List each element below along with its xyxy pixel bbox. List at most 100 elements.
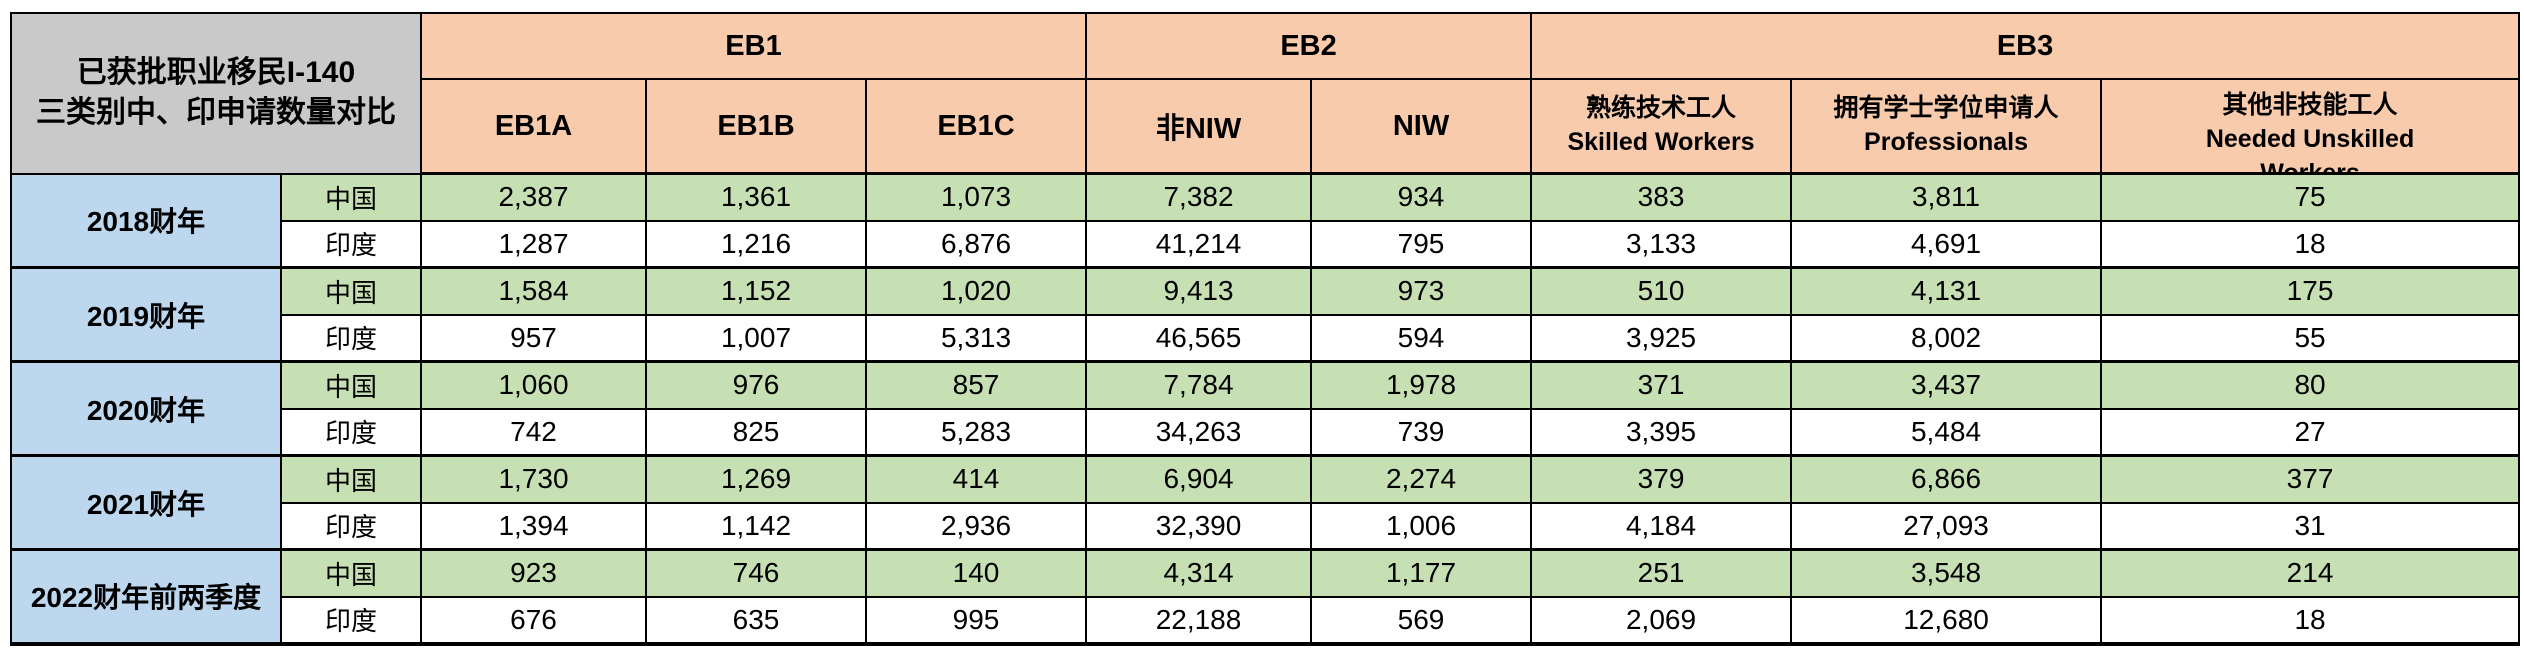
data-cell: 7,784 [1085,360,1313,410]
data-cell: 140 [864,548,1088,598]
data-cell: 3,548 [1790,548,2103,598]
data-cell: 379 [1530,454,1793,504]
data-cell: 3,811 [1790,172,2103,222]
country-cell-india: 印度 [280,313,422,363]
table-row-india: 印度 1,394 1,142 2,936 32,390 1,006 4,184 27,093 3… [11,501,2521,551]
column-header-skilled-workers: 熟练技术工人 Skilled Workers [1530,78,1793,175]
data-cell: 414 [864,454,1088,504]
data-cell: 510 [1530,266,1793,316]
country-cell-china: 中国 [280,454,422,504]
data-cell: 594 [1310,313,1533,363]
data-cell: 1,269 [645,454,867,504]
header-group-row: 已获批职业移民I-140 三类别中、印申请数量对比 EB1 EB2 EB3 [10,12,2521,175]
column-header-eb1b: EB1B [645,78,867,175]
year-cell: 2021财年 [10,454,282,551]
table-row-china: 2022财年前两季度 中国 923 746 140 4,314 1,177 251 3,548 2… [10,548,2521,645]
table-title-line1: 已获批职业移民I-140 [76,56,356,90]
column-header-eb1c: EB1C [864,78,1088,175]
data-cell: 973 [1310,266,1533,316]
data-cell: 18 [2100,219,2521,269]
data-cell: 1,152 [645,266,867,316]
column-group-eb2: EB2 [1085,12,1533,80]
data-cell: 3,395 [1530,407,1793,457]
country-cell-china: 中国 [280,360,422,410]
unskilled-label-en-clipped: Workers [2103,156,2517,171]
data-cell: 3,437 [1790,360,2103,410]
data-cell: 1,006 [1310,501,1533,551]
data-cell: 746 [645,548,867,598]
data-cell: 383 [1530,172,1793,222]
data-cell: 75 [2100,172,2521,222]
data-cell: 18 [2100,595,2521,645]
data-cell: 2,069 [1530,595,1793,645]
year-cell: 2018财年 [10,172,282,269]
year-cell: 2019财年 [10,266,282,363]
data-cell: 251 [1530,548,1793,598]
country-cell-india: 印度 [280,501,422,551]
data-cell: 55 [2100,313,2521,363]
data-cell: 6,866 [1790,454,2103,504]
data-cell: 1,361 [645,172,867,222]
data-cell: 34,263 [1085,407,1313,457]
data-cell: 742 [420,407,647,457]
data-cell: 175 [2100,266,2521,316]
data-cell: 214 [2100,548,2521,598]
data-cell: 1,394 [420,501,647,551]
data-cell: 857 [864,360,1088,410]
data-cell: 377 [2100,454,2521,504]
data-cell: 3,133 [1530,219,1793,269]
column-header-non-niw: 非NIW [1085,78,1313,175]
table-title-line2: 三类别中、印申请数量对比 [36,96,396,130]
data-cell: 635 [645,595,867,645]
column-group-eb1: EB1 [419,12,1088,80]
data-cell: 995 [864,595,1088,645]
data-cell: 1,584 [420,266,647,316]
data-cell: 795 [1310,219,1533,269]
skilled-workers-label-en: Skilled Workers [1567,128,1755,156]
data-cell: 6,876 [864,219,1088,269]
country-cell-india: 印度 [280,595,422,645]
country-cell-india: 印度 [280,407,422,457]
professionals-label-en: Professionals [1864,128,2028,156]
skilled-workers-label-zh: 熟练技术工人 [1586,94,1737,122]
data-cell: 80 [2100,360,2521,410]
data-cell: 957 [420,313,647,363]
data-cell: 825 [645,407,867,457]
data-cell: 4,691 [1790,219,2103,269]
country-cell-china: 中国 [280,266,422,316]
data-cell: 46,565 [1085,313,1313,363]
data-cell: 5,313 [864,313,1088,363]
data-cell: 9,413 [1085,266,1313,316]
year-cell: 2022财年前两季度 [10,548,282,645]
data-cell: 5,484 [1790,407,2103,457]
data-cell: 1,073 [864,172,1088,222]
unskilled-label-zh: 其他非技能工人 [2222,91,2398,119]
data-cell: 1,060 [420,360,647,410]
data-cell: 27,093 [1790,501,2103,551]
data-cell: 1,287 [420,219,647,269]
data-cell: 5,283 [864,407,1088,457]
data-cell: 1,142 [645,501,867,551]
data-cell: 8,002 [1790,313,2103,363]
column-header-unskilled-workers: 其他非技能工人 Needed Unskilled Workers [2100,78,2521,175]
data-cell: 22,188 [1085,595,1313,645]
table-row-india: 印度 1,287 1,216 6,876 41,214 795 3,133 4,691 18 [11,219,2521,269]
country-cell-china: 中国 [280,548,422,598]
country-cell-china: 中国 [280,172,422,222]
data-cell: 3,925 [1530,313,1793,363]
table-row-china: 2018财年 中国 2,387 1,361 1,073 7,382 934 383 3,811 7… [10,172,2521,269]
data-cell: 1,978 [1310,360,1533,410]
data-cell: 1,007 [645,313,867,363]
i140-comparison-table: 已获批职业移民I-140 三类别中、印申请数量对比 EB1 EB2 EB3 EB… [10,12,2521,646]
data-cell: 27 [2100,407,2521,457]
data-cell: 1,730 [420,454,647,504]
table-row-china: 2020财年 中国 1,060 976 857 7,784 1,978 371 3,437 80 [10,360,2521,457]
data-cell: 1,020 [864,266,1088,316]
country-cell-india: 印度 [280,219,422,269]
year-cell: 2020财年 [10,360,282,457]
data-cell: 1,177 [1310,548,1533,598]
data-cell: 4,314 [1085,548,1313,598]
data-cell: 923 [420,548,647,598]
data-cell: 12,680 [1790,595,2103,645]
